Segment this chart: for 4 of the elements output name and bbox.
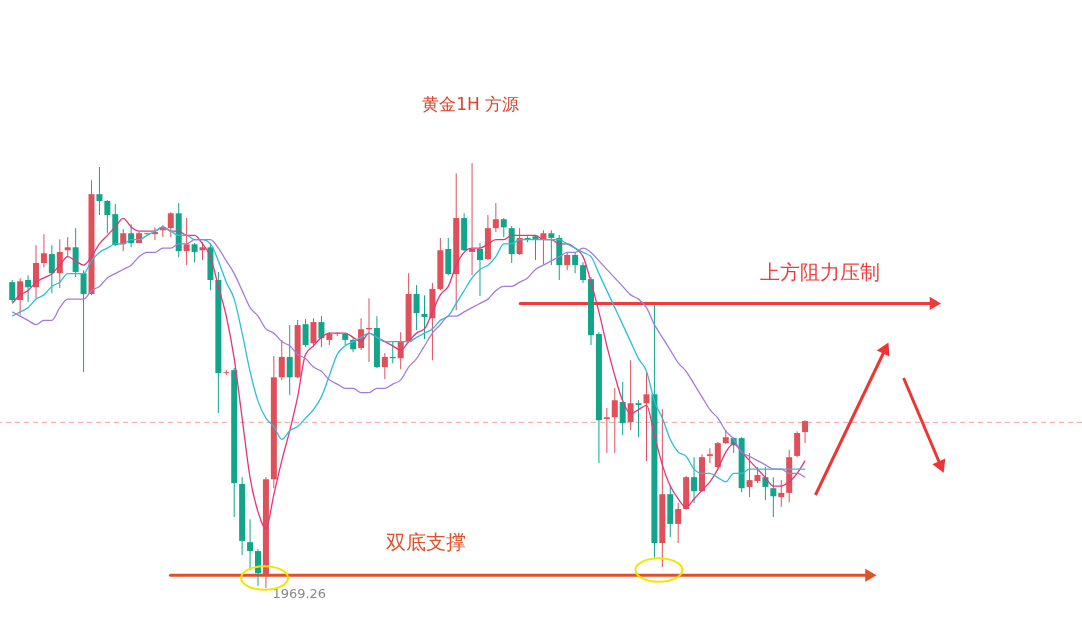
- ref-line-label: 上方阻力压制: [760, 260, 881, 285]
- ref-line-label: 双底支撑: [386, 530, 467, 555]
- annotation: 1969.26: [272, 586, 327, 601]
- chart-title: 黄金1H 方源: [422, 94, 520, 114]
